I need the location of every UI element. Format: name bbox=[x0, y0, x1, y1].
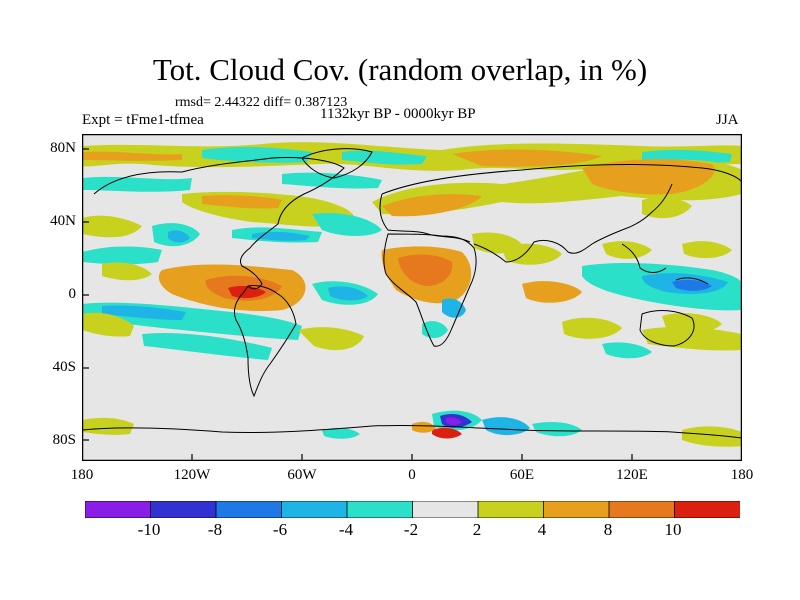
lon-label-180e: 180 bbox=[730, 467, 754, 483]
lat-label-80s: 80S bbox=[52, 432, 76, 448]
cloud-cover-map bbox=[82, 134, 742, 461]
lon-label-120e: 120E bbox=[616, 467, 648, 483]
colorbar-label: 2 bbox=[472, 520, 482, 539]
lon-label-180w: 180 bbox=[70, 467, 94, 483]
colorbar-label: -10 bbox=[137, 520, 161, 539]
colorbar-label: -6 bbox=[272, 520, 288, 539]
lon-label-0: 0 bbox=[408, 467, 416, 483]
season-label: JJA bbox=[716, 112, 739, 128]
lat-label-0: 0 bbox=[68, 286, 77, 302]
colorbar-swatch bbox=[281, 501, 348, 518]
colorbar-label: 8 bbox=[603, 520, 613, 539]
colorbar-swatch bbox=[674, 501, 740, 518]
colorbar-label: 4 bbox=[537, 520, 547, 539]
map-ticks bbox=[82, 148, 633, 461]
colorbar-swatch bbox=[215, 501, 283, 518]
colorbar-label: -8 bbox=[207, 520, 223, 539]
experiment-label: Expt = tFme1-tfmea bbox=[82, 112, 204, 128]
colorbar-swatch bbox=[477, 501, 545, 518]
colorbar-swatch bbox=[608, 501, 676, 518]
lon-label-60w: 60W bbox=[287, 467, 317, 483]
colorbar-label: 10 bbox=[664, 520, 682, 539]
colorbar-label: -2 bbox=[403, 520, 419, 539]
colorbar-label: -4 bbox=[338, 520, 354, 539]
lat-label-80n: 80N bbox=[50, 140, 76, 156]
colorbar bbox=[85, 501, 740, 518]
colorbar-swatch bbox=[150, 501, 217, 518]
coastlines bbox=[82, 148, 742, 439]
lat-label-40n: 40N bbox=[50, 213, 76, 229]
colorbar-swatch bbox=[543, 501, 610, 518]
anomaly-field bbox=[82, 142, 742, 447]
colorbar-swatch bbox=[85, 501, 152, 518]
lon-label-60e: 60E bbox=[509, 467, 535, 483]
colorbar-swatch bbox=[346, 501, 414, 518]
chart-title: Tot. Cloud Cov. (random overlap, in %) bbox=[152, 52, 648, 87]
lat-label-40s: 40S bbox=[52, 359, 76, 375]
stats-label: rmsd= 2.44322 diff= 0.387123 bbox=[175, 95, 348, 110]
colorbar-swatch bbox=[412, 501, 479, 518]
period-label: 1132kyr BP - 0000kyr BP bbox=[320, 106, 476, 122]
lon-label-120w: 120W bbox=[173, 467, 211, 483]
